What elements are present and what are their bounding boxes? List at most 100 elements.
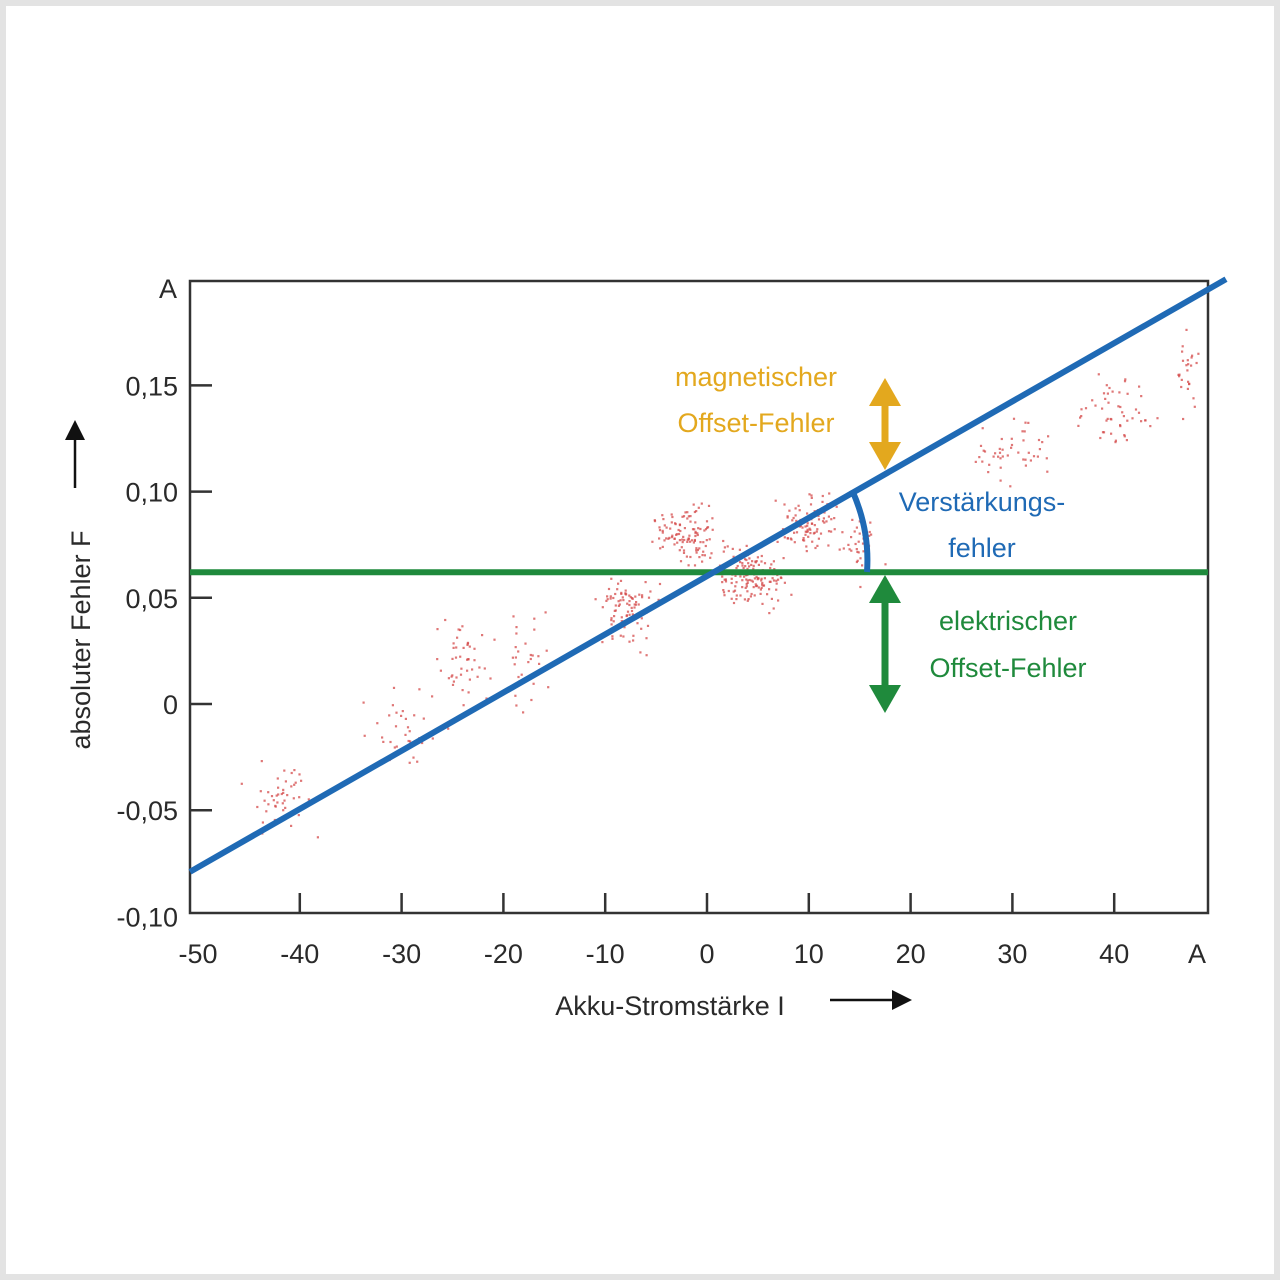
scatter-point <box>276 801 279 804</box>
scatter-point <box>281 802 284 805</box>
scatter-point <box>614 592 617 596</box>
scatter-point <box>693 539 696 542</box>
scatter-point <box>681 515 684 518</box>
gain-error-arc <box>849 488 871 573</box>
scatter-point <box>1077 424 1080 427</box>
scatter-point <box>661 545 664 548</box>
scatter-point <box>649 590 652 593</box>
scatter-point <box>730 577 733 580</box>
scatter-point <box>701 554 704 557</box>
scatter-point <box>884 563 887 566</box>
scatter-point <box>1195 361 1198 365</box>
scatter-point <box>679 560 683 563</box>
scatter-point <box>751 560 754 563</box>
scatter-point <box>827 530 831 533</box>
scatter-point <box>727 589 730 593</box>
scatter-point <box>753 594 756 597</box>
scatter-point <box>298 796 301 799</box>
scatter-point <box>436 628 439 631</box>
scatter-point <box>282 809 285 812</box>
scatter-point <box>461 625 464 628</box>
scatter-point <box>468 645 471 648</box>
scatter-point <box>680 546 683 549</box>
scatter-point <box>530 698 533 702</box>
scatter-point <box>687 538 690 541</box>
scatter-point <box>833 517 836 520</box>
scatter-point <box>633 603 636 606</box>
scatter-point <box>823 521 826 524</box>
scatter-point <box>788 509 791 512</box>
scatter-point <box>511 656 514 659</box>
scatter-point <box>620 591 623 594</box>
scatter-point <box>274 805 277 808</box>
scatter-point <box>1106 392 1109 395</box>
scatter-point <box>1099 436 1102 440</box>
scatter-point <box>611 637 614 640</box>
scatter-point <box>862 550 865 553</box>
scatter-point <box>692 503 695 506</box>
scatter-point <box>694 521 697 524</box>
scatter-point <box>1022 458 1025 461</box>
scatter-point <box>481 634 484 637</box>
scatter-point <box>641 596 644 599</box>
scatter-point <box>452 646 455 649</box>
scatter-point <box>1126 419 1129 422</box>
scatter-point <box>981 460 984 463</box>
scatter-point <box>1121 411 1124 414</box>
scatter-point <box>721 581 724 584</box>
scatter-point <box>612 620 615 623</box>
scatter-point <box>1178 373 1181 376</box>
x-tick-label: -50 <box>178 939 217 969</box>
scatter-point <box>1126 392 1129 395</box>
scatter-point <box>746 579 749 582</box>
x-tick-label: 40 <box>1099 939 1129 969</box>
scatter-point <box>617 582 620 585</box>
scatter-point <box>859 585 862 589</box>
scatter-point <box>772 579 776 582</box>
scatter-point <box>799 524 802 527</box>
scatter-point <box>760 560 763 563</box>
scatter-point <box>699 527 702 531</box>
scatter-point <box>514 656 517 659</box>
scatter-point <box>514 694 517 697</box>
scatter-point <box>769 580 772 583</box>
scatter-point <box>763 562 767 565</box>
scatter-point <box>841 531 844 534</box>
scatter-point <box>746 567 749 570</box>
scatter-point <box>1101 431 1105 434</box>
scatter-point <box>790 593 793 596</box>
scatter-point <box>1037 438 1041 442</box>
scatter-point <box>1123 380 1127 383</box>
x-axis-title: Akku-Stromstärke I <box>555 991 785 1021</box>
scatter-point <box>290 785 293 788</box>
scatter-point <box>658 537 661 540</box>
scatter-point <box>1001 455 1004 458</box>
scatter-point <box>751 580 754 583</box>
scatter-point <box>730 581 733 585</box>
scatter-point <box>753 577 756 580</box>
scatter-point <box>1178 375 1181 378</box>
scatter-point <box>861 542 865 545</box>
scatter-point <box>1107 401 1110 404</box>
scatter-point <box>514 646 517 649</box>
scatter-point <box>1134 408 1138 411</box>
scatter-point <box>779 576 782 579</box>
scatter-point <box>638 593 641 596</box>
scatter-point <box>759 588 762 591</box>
scatter-point <box>661 531 664 534</box>
scatter-point <box>706 526 709 529</box>
scatter-point <box>801 526 804 529</box>
scatter-point <box>651 540 654 543</box>
scatter-point <box>806 528 809 531</box>
scatter-point <box>612 596 615 600</box>
scatter-point <box>1186 369 1189 372</box>
scatter-point <box>531 654 534 657</box>
magnetic-offset-label-1: magnetischer <box>675 362 837 392</box>
scatter-point <box>736 564 739 568</box>
scatter-point <box>817 514 820 518</box>
scatter-point <box>687 564 690 567</box>
scatter-point <box>722 539 725 543</box>
scatter-point <box>813 524 816 527</box>
scatter-point <box>745 578 748 581</box>
scatter-point <box>1091 399 1094 402</box>
